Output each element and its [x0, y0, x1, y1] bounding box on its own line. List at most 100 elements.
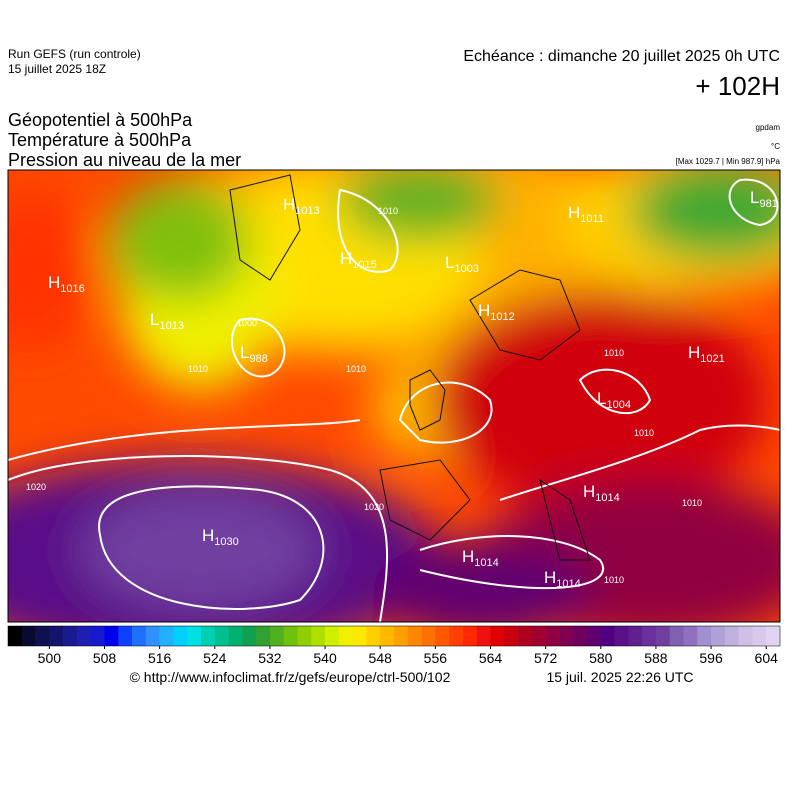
pressure-center: H1030 [202, 526, 239, 548]
map-path [8, 419, 361, 461]
colorbar-tick-label: 596 [699, 650, 723, 666]
map-tspan: 1016 [60, 283, 84, 295]
colorbar-swatch [173, 626, 188, 646]
map-path [409, 369, 446, 431]
colorbar-swatch [366, 626, 381, 646]
colorbar-tick-label: 580 [589, 650, 613, 666]
colorbar-swatch [587, 626, 602, 646]
colorbar-swatch [380, 626, 395, 646]
isobar-label: 1020 [26, 482, 46, 492]
isobar-label: 1000 [237, 318, 257, 328]
colorbar-tick-label: 532 [258, 650, 282, 666]
map-tspan: H [478, 301, 490, 320]
label: © http://www.infoclimat.fr/z/gefs/europe… [130, 669, 451, 685]
colorbar-swatch [724, 626, 739, 646]
colorbar-swatch [476, 626, 491, 646]
colorbar-swatch [449, 626, 464, 646]
colorbar-swatch [256, 626, 271, 646]
map-tspan: 1012 [490, 311, 514, 323]
label: [Max 1029.7 | Min 987.9] hPa [676, 157, 781, 166]
label: + 102H [695, 71, 780, 101]
isobar-label: 1010 [378, 206, 398, 216]
colorbar-swatch [228, 626, 243, 646]
colorbar-tick-label: 516 [148, 650, 172, 666]
pressure-center: H1014 [544, 568, 581, 590]
map-path [499, 424, 780, 501]
colorbar-swatch [90, 626, 105, 646]
pressure-center: H1014 [462, 547, 499, 569]
colorbar-swatch [214, 626, 229, 646]
map-tspan: H [583, 482, 595, 501]
colorbar-swatch [35, 626, 50, 646]
colorbar-swatch [269, 626, 285, 646]
map-path [98, 485, 325, 610]
colorbar-swatch [187, 626, 202, 646]
colorbar: 500 508 516 524 532 540 548 556 564 572 580 588 596 6… [7, 625, 781, 666]
map-path [379, 459, 471, 541]
map-tspan: 1014 [474, 557, 498, 569]
map-frame [7, 169, 781, 623]
colorbar-swatch [462, 626, 478, 646]
colorbar-tick-label: 548 [369, 650, 393, 666]
isobar-label: 1010 [346, 364, 366, 374]
colorbar-swatch [490, 626, 505, 646]
map-path [8, 455, 389, 622]
map-tspan: 1021 [700, 353, 724, 365]
colorbar-swatch [642, 626, 657, 646]
colorbar-swatch [600, 626, 615, 646]
pressure-center: H1016 [48, 273, 85, 295]
colorbar-swatch [711, 626, 726, 646]
map-ellipse [110, 180, 250, 300]
map-ellipse [340, 170, 500, 240]
map-ellipse [370, 540, 590, 622]
pressure-center: L988 [240, 343, 268, 365]
colorbar-swatch [352, 626, 367, 646]
map-ellipse [8, 190, 90, 350]
map-tspan: 1030 [214, 536, 238, 548]
map-tspan: H [340, 249, 352, 268]
colorbar-swatch [76, 626, 92, 646]
colorbar-swatch [504, 626, 519, 646]
label: Run GEFS (run controle) [8, 47, 141, 61]
map-path [728, 178, 779, 227]
pressure-center: H1011 [568, 203, 604, 225]
map-tspan: 1015 [352, 259, 376, 271]
map-tspan: 1014 [556, 578, 580, 590]
pressure-center: L1013 [150, 310, 184, 332]
label: Géopotentiel à 500hPa [8, 110, 193, 130]
map-path [469, 269, 581, 361]
label: Température à 500hPa [8, 130, 192, 150]
map-path [398, 381, 493, 444]
label: Echéance : dimanche 20 juillet 2025 0h U… [463, 48, 780, 65]
map-tspan: L [150, 310, 159, 329]
colorbar-tick-label: 572 [534, 650, 558, 666]
label: Pression au niveau de la mer [8, 150, 241, 170]
colorbar-swatch [766, 626, 781, 646]
map-tspan: 981 [759, 198, 777, 210]
map-path [578, 368, 652, 414]
colorbar-tick-label: 500 [38, 650, 62, 666]
map-tspan: H [202, 526, 214, 545]
colorbar-swatch [242, 626, 257, 646]
pressure-center: H1015 [340, 249, 377, 271]
isobar-label: 1010 [188, 364, 208, 374]
colorbar-swatch [325, 626, 340, 646]
colorbar-swatch [628, 626, 643, 646]
map-tspan: 1004 [606, 399, 630, 411]
pressure-center: H1014 [583, 482, 620, 504]
colorbar-tick-label: 540 [313, 650, 337, 666]
label: 15 juillet 2025 18Z [8, 62, 106, 76]
colorbar-swatch [614, 626, 629, 646]
colorbar-swatch [752, 626, 767, 646]
colorbar-tick-label: 524 [203, 650, 227, 666]
pressure-center: H1012 [478, 301, 515, 323]
colorbar-swatch [132, 626, 147, 646]
colorbar-swatch [669, 626, 684, 646]
isobars [8, 178, 780, 622]
colorbar-swatch [518, 626, 533, 646]
map-path [229, 174, 301, 281]
colorbar-swatch [738, 626, 753, 646]
map-tspan: 1003 [454, 263, 478, 275]
label: 15 juil. 2025 22:26 UTC [546, 669, 693, 685]
colorbar-swatch [283, 626, 298, 646]
